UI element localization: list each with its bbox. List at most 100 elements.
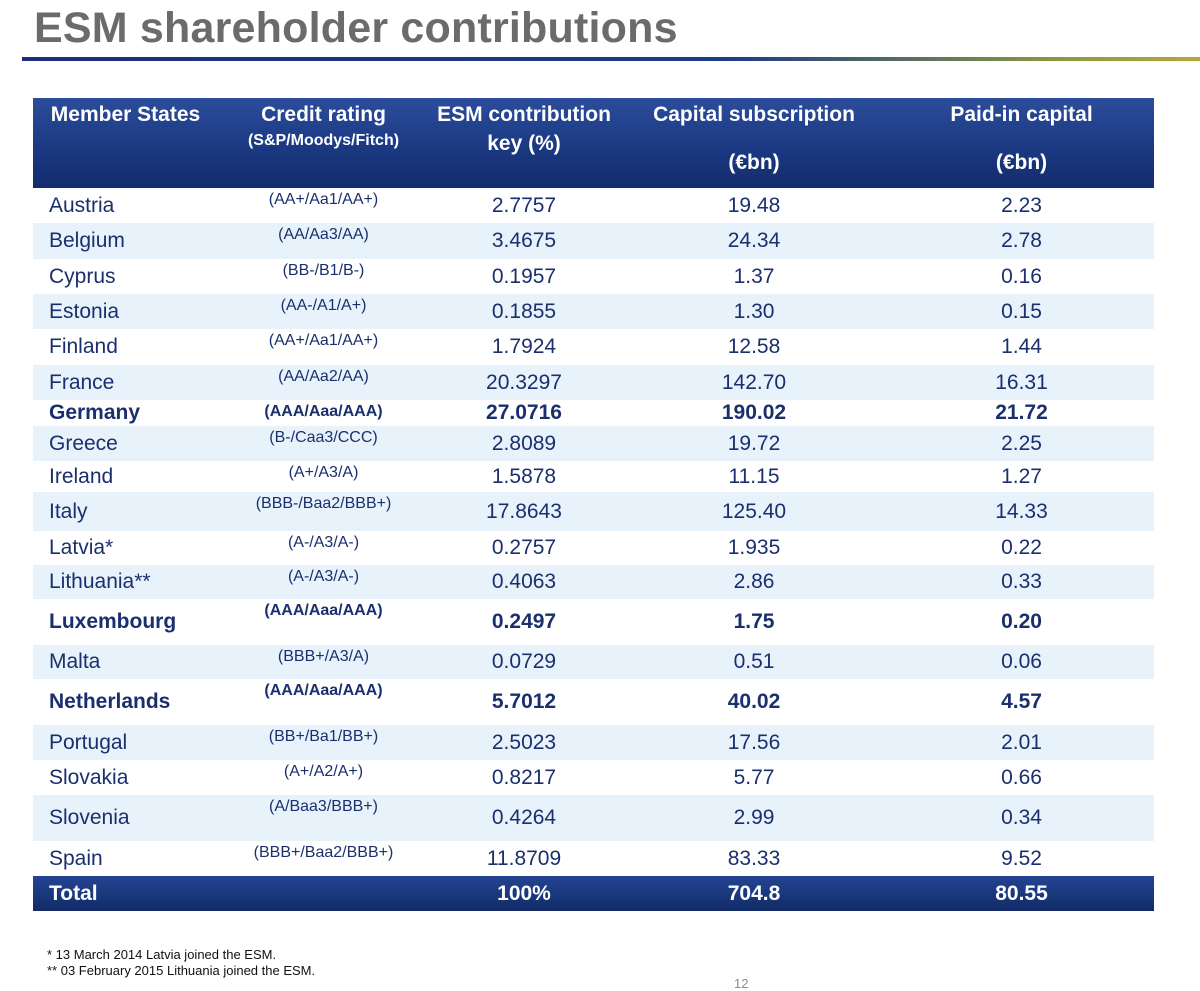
credit-rating-cell: (BB-/B1/B-) (282, 262, 365, 279)
paid-in-capital-cell: 4.57 (1001, 690, 1042, 713)
country-cell: Belgium (33, 223, 218, 259)
footnote-latvia: * 13 March 2014 Latvia joined the ESM. (47, 947, 277, 962)
contribution-key-cell: 0.1855 (429, 294, 619, 329)
contribution-key-cell: 0.8217 (491, 765, 557, 789)
country-cell: Slovenia (33, 795, 218, 841)
contribution-key-cell: 0.4264 (429, 795, 619, 841)
paid-in-capital-cell: 2.25 (889, 426, 1154, 461)
contribution-key-cell: 0.0729 (429, 645, 619, 679)
contribution-key-cell: 0.2757 (491, 536, 557, 559)
header-member-states: Member States (33, 98, 218, 188)
contribution-key-cell: 5.7012 (491, 690, 557, 713)
capital-subscription-cell: 2.86 (619, 565, 889, 599)
credit-rating-cell: (AA+/Aa1/AA+) (268, 191, 379, 208)
contributions-table: Member States Credit rating (S&P/Moodys/… (33, 98, 1154, 911)
header-paid-in-capital-unit: (€bn) (995, 151, 1048, 174)
header-capital-subscription-label: Capital subscription (653, 103, 855, 126)
country-cell: France (33, 365, 218, 400)
country-cell: Ireland (49, 464, 114, 488)
table-row: France (AA/Aa2/AA) 20.3297 142.70 16.31 (33, 365, 1154, 400)
table-row: Slovenia (A/Baa3/BBB+) 0.4264 2.99 0.34 (33, 795, 1154, 841)
credit-rating-cell: (A+/A2/A+) (283, 763, 364, 780)
paid-in-capital-cell: 0.33 (889, 565, 1154, 599)
header-paid-in-capital-label: Paid-in capital (950, 103, 1093, 126)
country-cell: Latvia* (49, 536, 114, 559)
credit-rating-cell: (AAA/Aaa/AAA) (264, 682, 383, 699)
header-paid-in-capital: Paid-in capital (€bn) (889, 98, 1154, 188)
capital-subscription-cell: 1.75 (733, 610, 775, 633)
table-row: Malta (BBB+/A3/A) 0.0729 0.51 0.06 (33, 645, 1154, 679)
contribution-key-cell: 27.0716 (486, 401, 562, 424)
total-row: Total 100% 704.8 80.55 (33, 876, 1154, 911)
country-cell: Italy (33, 492, 218, 531)
paid-in-capital-cell: 0.06 (889, 645, 1154, 679)
header-capital-subscription-unit: (€bn) (728, 151, 780, 174)
credit-rating-cell: (A-/A3/A-) (287, 534, 360, 551)
contribution-key-cell: 0.2497 (491, 610, 557, 633)
paid-in-capital-cell: 0.22 (1001, 536, 1042, 559)
credit-rating-cell: (AA+/Aa1/AA+) (268, 332, 379, 349)
contribution-key-cell: 2.7757 (491, 193, 557, 217)
country-cell: Greece (33, 426, 218, 461)
footnotes: * 13 March 2014 Latvia joined the ESM. *… (47, 947, 315, 979)
capital-subscription-cell: 19.72 (619, 426, 889, 461)
capital-subscription-cell: 19.48 (727, 193, 781, 217)
capital-subscription-cell: 142.70 (619, 365, 889, 400)
country-cell: Spain (49, 846, 103, 870)
table-body: Austria (AA+/Aa1/AA+) 2.7757 19.48 2.23 Belgi… (33, 188, 1154, 911)
credit-rating-cell: (BBB-/Baa2/BBB+) (218, 492, 429, 531)
paid-in-capital-cell: 2.01 (889, 725, 1154, 760)
capital-subscription-cell: 11.15 (728, 464, 780, 488)
total-credit-rating-cell (218, 876, 429, 911)
title-underline (22, 57, 1200, 61)
credit-rating-cell: (B-/Caa3/CCC) (218, 426, 429, 461)
contribution-key-cell: 17.8643 (429, 492, 619, 531)
capital-subscription-cell: 12.58 (727, 335, 781, 358)
capital-subscription-cell: 1.37 (733, 264, 775, 288)
country-cell: Netherlands (49, 690, 171, 713)
header-credit-rating: Credit rating (S&P/Moodys/Fitch) (218, 98, 429, 188)
header-credit-rating-agencies: (S&P/Moodys/Fitch) (247, 132, 400, 149)
paid-in-capital-cell: 9.52 (1001, 846, 1042, 870)
paid-in-capital-cell: 0.20 (1001, 610, 1042, 633)
credit-rating-cell: (AA/Aa3/AA) (218, 223, 429, 259)
contribution-key-cell: 2.8089 (429, 426, 619, 461)
capital-subscription-cell: 40.02 (727, 690, 781, 713)
contribution-key-cell: 11.8709 (486, 846, 562, 870)
country-cell: Slovakia (49, 765, 129, 789)
header-capital-subscription: Capital subscription (€bn) (619, 98, 889, 188)
credit-rating-cell: (A/Baa3/BBB+) (218, 795, 429, 841)
paid-in-capital-cell: 2.78 (889, 223, 1154, 259)
country-cell: Lithuania** (33, 565, 218, 599)
contribution-key-cell: 20.3297 (429, 365, 619, 400)
paid-in-capital-cell: 0.16 (1001, 264, 1042, 288)
header-credit-rating-label: Credit rating (261, 103, 386, 126)
paid-in-capital-cell: 21.72 (995, 401, 1048, 424)
country-cell: Portugal (33, 725, 218, 760)
paid-in-capital-cell: 0.66 (1001, 765, 1042, 789)
capital-subscription-cell: 190.02 (721, 401, 787, 424)
country-cell: Austria (49, 193, 115, 217)
table-row: Lithuania** (A-/A3/A-) 0.4063 2.86 0.33 (33, 565, 1154, 599)
contribution-key-cell: 0.4063 (429, 565, 619, 599)
paid-in-capital-cell: 1.27 (1001, 464, 1042, 488)
table-row: Latvia* (A-/A3/A-) 0.2757 1.935 0.22 (33, 531, 1154, 565)
table-row: Belgium (AA/Aa3/AA) 3.4675 24.34 2.78 (33, 223, 1154, 259)
table-row: Spain (BBB+/Baa2/BBB+) 11.8709 83.33 9.52 (33, 841, 1154, 876)
capital-subscription-cell: 83.33 (727, 846, 781, 870)
contribution-key-cell: 1.7924 (491, 335, 557, 358)
page-title: ESM shareholder contributions (34, 4, 678, 52)
paid-in-capital-cell: 1.44 (1001, 335, 1042, 358)
capital-subscription-cell: 0.51 (619, 645, 889, 679)
table-row: Ireland (A+/A3/A) 1.5878 11.15 1.27 (33, 461, 1154, 492)
capital-subscription-cell: 1.935 (727, 536, 781, 559)
credit-rating-cell: (AAA/Aaa/AAA) (264, 403, 383, 420)
credit-rating-cell: (BBB+/A3/A) (218, 645, 429, 679)
capital-subscription-cell: 2.99 (619, 795, 889, 841)
table-row: Luxembourg (AAA/Aaa/AAA) 0.2497 1.75 0.20 (33, 599, 1154, 645)
table-header-row: Member States Credit rating (S&P/Moodys/… (33, 98, 1154, 188)
table-row: Greece (B-/Caa3/CCC) 2.8089 19.72 2.25 (33, 426, 1154, 461)
capital-subscription-cell: 17.56 (619, 725, 889, 760)
total-label: Total (33, 876, 218, 911)
paid-in-capital-cell: 2.23 (1001, 193, 1042, 217)
